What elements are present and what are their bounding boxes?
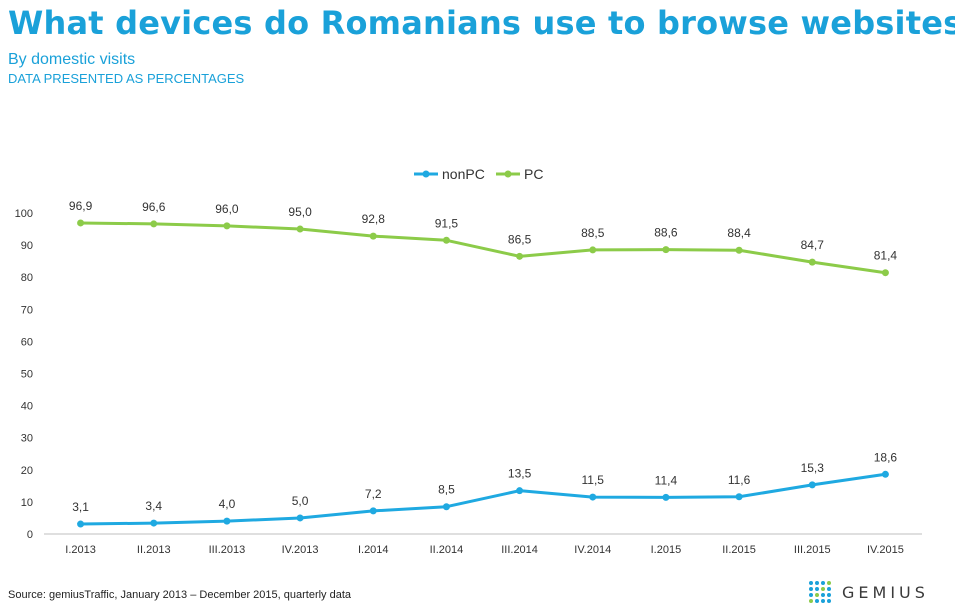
gemius-dots-icon: [809, 581, 831, 603]
data-point-pc: [223, 222, 231, 230]
series-line-nonpc: [79, 472, 887, 526]
data-point-nonpc: [369, 507, 377, 515]
data-label-pc: 91,5: [435, 216, 459, 230]
data-point-nonpc: [223, 517, 231, 525]
data-label-pc: 88,6: [654, 226, 678, 240]
data-point-pc: [516, 252, 524, 260]
y-tick-label: 60: [21, 336, 33, 348]
data-label-nonpc: 11,6: [728, 473, 751, 487]
data-label-pc: 96,6: [142, 200, 166, 214]
data-point-pc: [369, 232, 377, 240]
data-label-nonpc: 7,2: [365, 487, 382, 501]
x-tick-label: III.2013: [209, 544, 246, 556]
data-point-pc: [150, 220, 158, 228]
data-point-nonpc: [662, 493, 670, 501]
data-label-pc: 96,0: [215, 202, 239, 216]
data-label-nonpc: 11,4: [655, 473, 678, 487]
legend-label-pc: PC: [524, 166, 543, 182]
data-point-nonpc: [881, 470, 889, 478]
data-point-pc: [662, 246, 670, 254]
y-tick-label: 80: [21, 272, 33, 284]
y-tick-label: 30: [21, 433, 33, 445]
data-point-nonpc: [735, 493, 743, 501]
y-tick-label: 40: [21, 401, 33, 413]
x-tick-label: I.2013: [65, 544, 96, 556]
y-tick-label: 20: [21, 465, 33, 477]
data-label-pc: 95,0: [288, 205, 312, 219]
data-point-pc: [881, 269, 889, 277]
chart-subtitle: By domestic visits: [8, 51, 136, 68]
data-point-nonpc: [516, 487, 524, 495]
y-tick-label: 100: [15, 208, 33, 220]
data-label-nonpc: 13,5: [508, 467, 532, 481]
legend-marker-pc: [504, 170, 512, 178]
source-note: Source: gemiusTraffic, January 2013 – De…: [8, 589, 352, 601]
data-label-nonpc: 8,5: [438, 483, 455, 497]
series-line-pc: [79, 221, 887, 275]
y-tick-label: 0: [27, 529, 33, 541]
data-label-nonpc: 11,5: [582, 473, 605, 487]
data-label-pc: 92,8: [362, 212, 386, 226]
x-tick-label: III.2015: [794, 544, 831, 556]
data-label-pc: 88,4: [727, 226, 751, 240]
x-tick-label: IV.2014: [574, 544, 611, 556]
x-tick-label: III.2014: [501, 544, 538, 556]
data-point-nonpc: [296, 514, 304, 522]
data-point-pc: [296, 225, 304, 233]
y-tick-label: 10: [21, 497, 33, 509]
x-tick-label: II.2013: [137, 544, 171, 556]
data-label-pc: 96,9: [69, 199, 93, 213]
y-tick-label: 90: [21, 240, 33, 252]
legend-label-nonpc: nonPC: [442, 166, 485, 182]
gemius-logo: GEMIUS: [808, 580, 929, 604]
data-label-nonpc: 18,6: [874, 450, 898, 464]
data-point-nonpc: [442, 503, 450, 511]
x-tick-label: I.2015: [651, 544, 682, 556]
x-tick-label: II.2014: [430, 544, 464, 556]
logo-text: GEMIUS: [842, 582, 929, 602]
data-label-nonpc: 3,1: [72, 500, 89, 514]
data-label-nonpc: 4,0: [219, 497, 236, 511]
data-label-nonpc: 3,4: [145, 499, 162, 513]
data-point-nonpc: [150, 519, 158, 527]
chart-title: What devices do Romanians use to browse …: [8, 4, 955, 42]
data-label-pc: 84,7: [801, 238, 825, 252]
x-tick-label: II.2015: [722, 544, 756, 556]
y-tick-label: 70: [21, 304, 33, 316]
data-point-nonpc: [77, 520, 85, 528]
data-label-pc: 86,5: [508, 232, 532, 246]
data-point-nonpc: [808, 481, 816, 489]
data-point-pc: [77, 219, 85, 227]
x-tick-label: IV.2013: [282, 544, 319, 556]
legend-marker-nonpc: [422, 170, 430, 178]
data-label-nonpc: 15,3: [801, 461, 825, 475]
data-point-pc: [442, 236, 450, 244]
data-point-nonpc: [589, 493, 597, 501]
data-label-pc: 81,4: [874, 249, 898, 263]
x-tick-label: I.2014: [358, 544, 389, 556]
data-point-pc: [808, 258, 816, 266]
y-tick-label: 50: [21, 369, 33, 381]
data-label-pc: 88,5: [581, 226, 605, 240]
data-label-nonpc: 5,0: [292, 494, 309, 508]
data-point-pc: [735, 246, 743, 254]
chart-note: DATA PRESENTED AS PERCENTAGES: [8, 71, 245, 86]
data-point-pc: [589, 246, 597, 254]
x-tick-label: IV.2015: [867, 544, 904, 556]
